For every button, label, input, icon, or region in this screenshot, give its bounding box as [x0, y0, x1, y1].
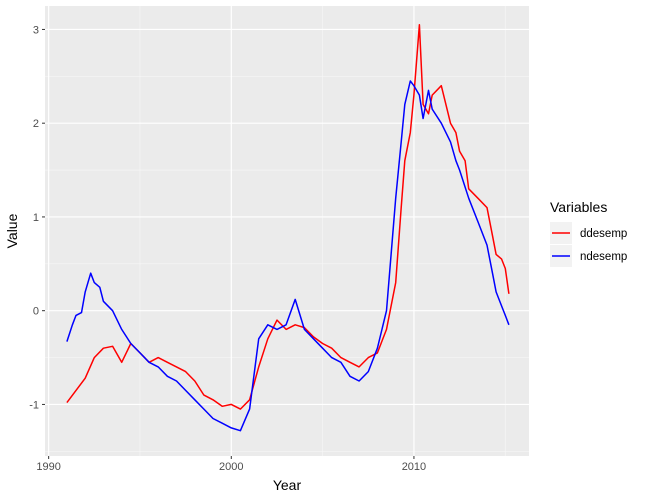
grid-minor: [45, 6, 529, 456]
y-tick-label: 2: [33, 118, 39, 130]
x-tick-label: 2010: [402, 461, 426, 473]
legend-label-ndesemp: ndesemp: [580, 251, 627, 263]
x-axis-ticks: 1990 2000 2010: [36, 456, 426, 473]
y-tick-label: 3: [33, 24, 39, 36]
legend-label-ddesemp: ddesemp: [580, 228, 627, 240]
y-axis-title: Value: [4, 213, 20, 248]
x-axis-title: Year: [273, 477, 302, 493]
y-tick-label: 1: [33, 212, 39, 224]
panel-background: [45, 6, 529, 456]
series-line-ddesemp: [66, 24, 510, 410]
grid-major: [45, 6, 529, 456]
y-tick-label: 0: [33, 306, 39, 318]
y-axis-ticks: -1 0 1 2 3: [29, 24, 45, 411]
series-lines: [66, 24, 510, 432]
x-tick-label: 2000: [219, 461, 243, 473]
y-tick-label: -1: [29, 399, 39, 411]
x-tick-label: 1990: [36, 461, 60, 473]
legend-title: Variables: [550, 199, 607, 215]
legend: Variables ddesemp ndesemp: [550, 199, 627, 267]
series-line-ndesemp: [66, 80, 510, 432]
